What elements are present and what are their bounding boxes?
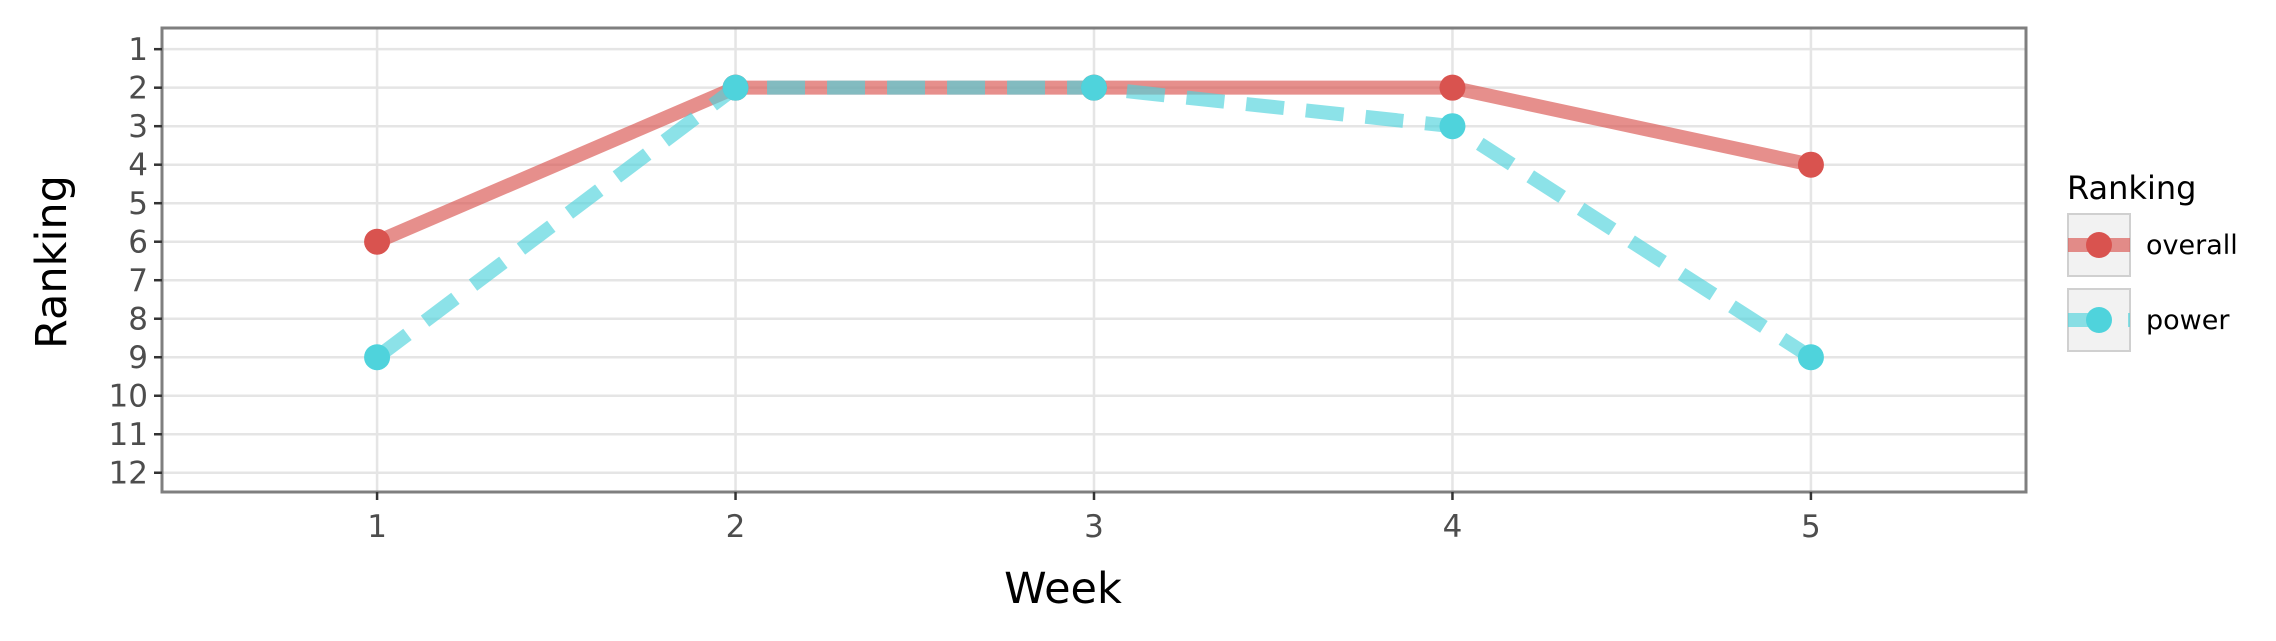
data-point-overall <box>364 228 391 255</box>
x-tick-label: 3 <box>1084 509 1104 545</box>
y-tick-label: 12 <box>109 456 148 492</box>
x-axis-title: Week <box>1004 564 1122 614</box>
legend-label-overall: overall <box>2146 230 2238 261</box>
y-tick-label: 6 <box>128 225 148 261</box>
y-axis-title: Ranking <box>27 175 77 349</box>
data-point-power <box>1081 74 1107 101</box>
series-layer <box>364 74 1824 371</box>
legend-item-overall: overall <box>2067 213 2238 277</box>
x-tick-label: 2 <box>726 509 746 545</box>
data-point-power <box>1439 113 1466 140</box>
y-tick-label: 11 <box>109 417 148 453</box>
y-tick-label: 5 <box>128 186 148 222</box>
series-power <box>364 74 1824 371</box>
y-tick-label: 10 <box>109 379 148 415</box>
y-tick-label: 7 <box>128 263 148 299</box>
x-tick-label: 1 <box>367 509 387 545</box>
data-point-power <box>1797 344 1824 371</box>
legend: Ranking overall power <box>2067 169 2238 352</box>
data-point-power <box>364 344 391 371</box>
data-point-overall <box>1439 74 1466 101</box>
x-tick-label: 4 <box>1443 509 1463 545</box>
legend-key-point <box>2086 232 2112 258</box>
y-tick-label: 3 <box>128 109 148 145</box>
x-tick-label: 5 <box>1801 509 1821 545</box>
legend-key-point <box>2086 307 2112 333</box>
legend-label-power: power <box>2146 305 2230 336</box>
legend-items: overall power <box>2067 213 2238 352</box>
y-tick-label: 8 <box>128 302 148 338</box>
y-tick-label: 4 <box>128 148 148 184</box>
x-axis-ticks: 1 2 3 4 5 <box>367 492 1821 545</box>
y-tick-label: 1 <box>128 32 148 68</box>
y-tick-label: 9 <box>128 340 148 376</box>
y-tick-label: 2 <box>128 71 148 107</box>
legend-title: Ranking <box>2067 169 2196 207</box>
data-point-overall <box>1797 151 1824 178</box>
data-point-power <box>722 74 749 101</box>
legend-item-power: power <box>2067 288 2230 352</box>
